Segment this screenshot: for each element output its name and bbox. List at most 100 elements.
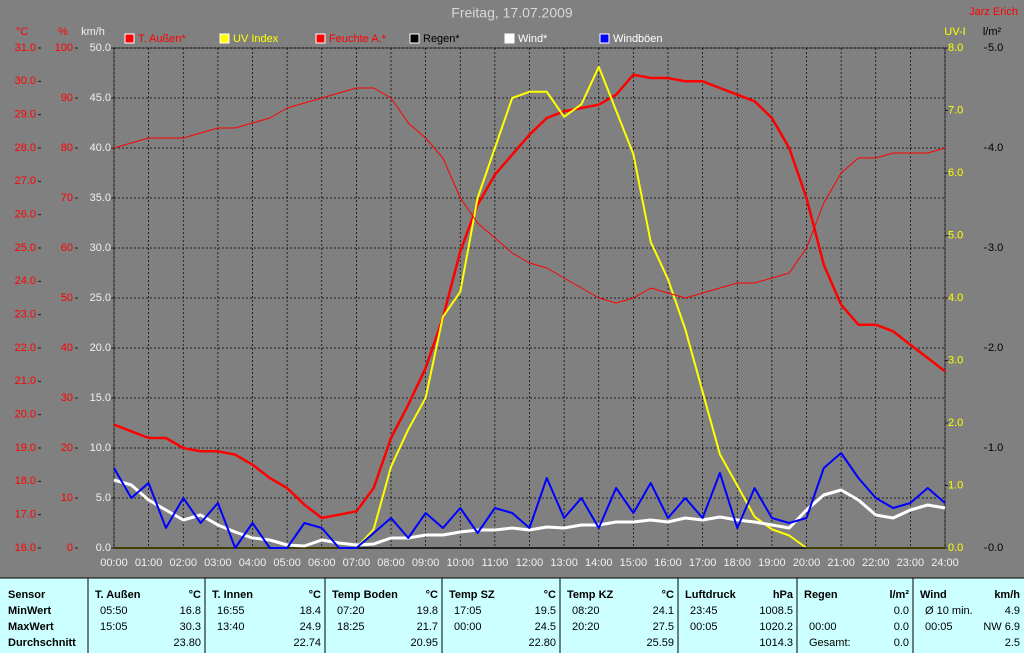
column-header: T. Innen (212, 589, 253, 601)
cell-value: 0.0 (894, 621, 909, 633)
series-line (113, 73, 946, 520)
y-tick-label: 24.0 (15, 275, 36, 287)
cell-value: 24.9 (300, 621, 321, 633)
y-tick-label: 21.0 (15, 375, 36, 387)
column-unit: °C (544, 589, 556, 601)
legend-swatch (315, 33, 326, 44)
cell-time: 15:05 (100, 621, 128, 633)
column-header: Temp SZ (449, 589, 495, 601)
legend-label: UV Index (233, 33, 279, 45)
cell-value: 27.5 (653, 621, 674, 633)
cell-time: 00:00 (809, 621, 837, 633)
y-tick-label: 0.0 (96, 542, 111, 554)
x-tick-label: 17:00 (689, 557, 717, 569)
y-tick-label: 0.0 (948, 542, 963, 554)
cell-time: Ø 10 min. (925, 605, 973, 617)
legend-swatch (599, 33, 610, 44)
cell-time: 17:05 (454, 605, 482, 617)
x-tick-label: 02:00 (169, 557, 197, 569)
x-tick-label: 07:00 (343, 557, 371, 569)
y-tick-label: 10.0 (90, 442, 111, 454)
column-unit: °C (426, 589, 438, 601)
y-tick-label: 27.0 (15, 175, 36, 187)
x-tick-label: 11:00 (482, 557, 509, 569)
x-tick-label: 13:00 (550, 557, 578, 569)
row-label: MinWert (8, 605, 52, 617)
cell-value: 0.0 (894, 637, 909, 649)
y-tick-label: 10 (61, 492, 73, 504)
series-line (113, 87, 946, 304)
cell-value: 23.80 (173, 637, 201, 649)
legend-swatch (409, 33, 420, 44)
y-tick-label: 3.0 (988, 242, 1003, 254)
x-tick-label: 10:00 (446, 557, 474, 569)
y-tick-label: 23.0 (15, 309, 36, 321)
y-tick-label: 3.0 (948, 354, 963, 366)
cell-time: 08:20 (572, 605, 600, 617)
y-tick-label: 1.0 (948, 479, 963, 491)
cell-time: 05:50 (100, 605, 128, 617)
cell-value: NW 6.9 (983, 621, 1020, 633)
axis-label: l/m² (983, 26, 1002, 38)
x-tick-label: 01:00 (135, 557, 163, 569)
axis-label: °C (16, 26, 28, 38)
y-tick-label: 4.0 (988, 142, 1003, 154)
y-tick-label: 15.0 (90, 392, 111, 404)
cell-time: 20:20 (572, 621, 600, 633)
x-tick-label: 23:00 (897, 557, 925, 569)
column-header: Temp Boden (332, 589, 398, 601)
x-tick-label: 08:00 (377, 557, 405, 569)
y-tick-label: 1.0 (988, 442, 1003, 454)
x-tick-label: 18:00 (723, 557, 751, 569)
y-tick-label: 70 (61, 192, 73, 204)
cell-value: 16.8 (180, 605, 201, 617)
cell-time: 23:45 (690, 605, 718, 617)
x-tick-label: 14:00 (585, 557, 613, 569)
cell-value: 22.80 (528, 637, 556, 649)
y-tick-label: 5.0 (96, 492, 111, 504)
y-tick-label: 60 (61, 242, 73, 254)
y-tick-label: 0 (67, 542, 73, 554)
y-tick-label: 31.0 (15, 42, 36, 54)
y-tick-label: 50.0 (90, 42, 111, 54)
column-unit: °C (662, 589, 674, 601)
x-tick-label: 12:00 (516, 557, 544, 569)
column-unit: l/m² (889, 589, 909, 601)
x-tick-label: 24:00 (931, 557, 959, 569)
column-unit: hPa (773, 589, 794, 601)
axis-label: UV-I (944, 26, 965, 38)
legend-swatch (124, 33, 135, 44)
column-unit: °C (189, 589, 201, 601)
y-tick-label: 6.0 (948, 167, 963, 179)
axis-label: % (58, 26, 68, 38)
y-tick-label: 26.0 (15, 209, 36, 221)
author: Jarz Erich (969, 6, 1018, 18)
y-tick-label: 18.0 (15, 475, 36, 487)
cell-value: 1014.3 (759, 637, 793, 649)
x-tick-label: 22:00 (862, 557, 890, 569)
cell-value: 1008.5 (759, 605, 793, 617)
cell-value: 0.0 (894, 605, 909, 617)
cell-value: 20.95 (410, 637, 438, 649)
series-line (113, 478, 946, 548)
y-tick-label: 5.0 (988, 42, 1003, 54)
y-tick-label: 30.0 (15, 75, 36, 87)
y-tick-label: 100 (55, 42, 73, 54)
legend-swatch (504, 33, 515, 44)
cell-value: 30.3 (180, 621, 201, 633)
y-tick-label: 40 (61, 342, 73, 354)
chart-title: Freitag, 17.07.2009 (451, 5, 573, 21)
row-label: Durchschnitt (8, 637, 76, 649)
y-tick-label: 0.0 (988, 542, 1003, 554)
x-tick-label: 06:00 (308, 557, 336, 569)
cell-value: 18.4 (300, 605, 321, 617)
x-tick-label: 00:00 (100, 557, 128, 569)
y-tick-label: 25.0 (90, 292, 111, 304)
x-tick-label: 16:00 (654, 557, 682, 569)
cell-value: 25.59 (646, 637, 674, 649)
y-tick-label: 5.0 (948, 229, 963, 241)
y-tick-label: 2.0 (988, 342, 1003, 354)
cell-time: Gesamt: (809, 637, 851, 649)
